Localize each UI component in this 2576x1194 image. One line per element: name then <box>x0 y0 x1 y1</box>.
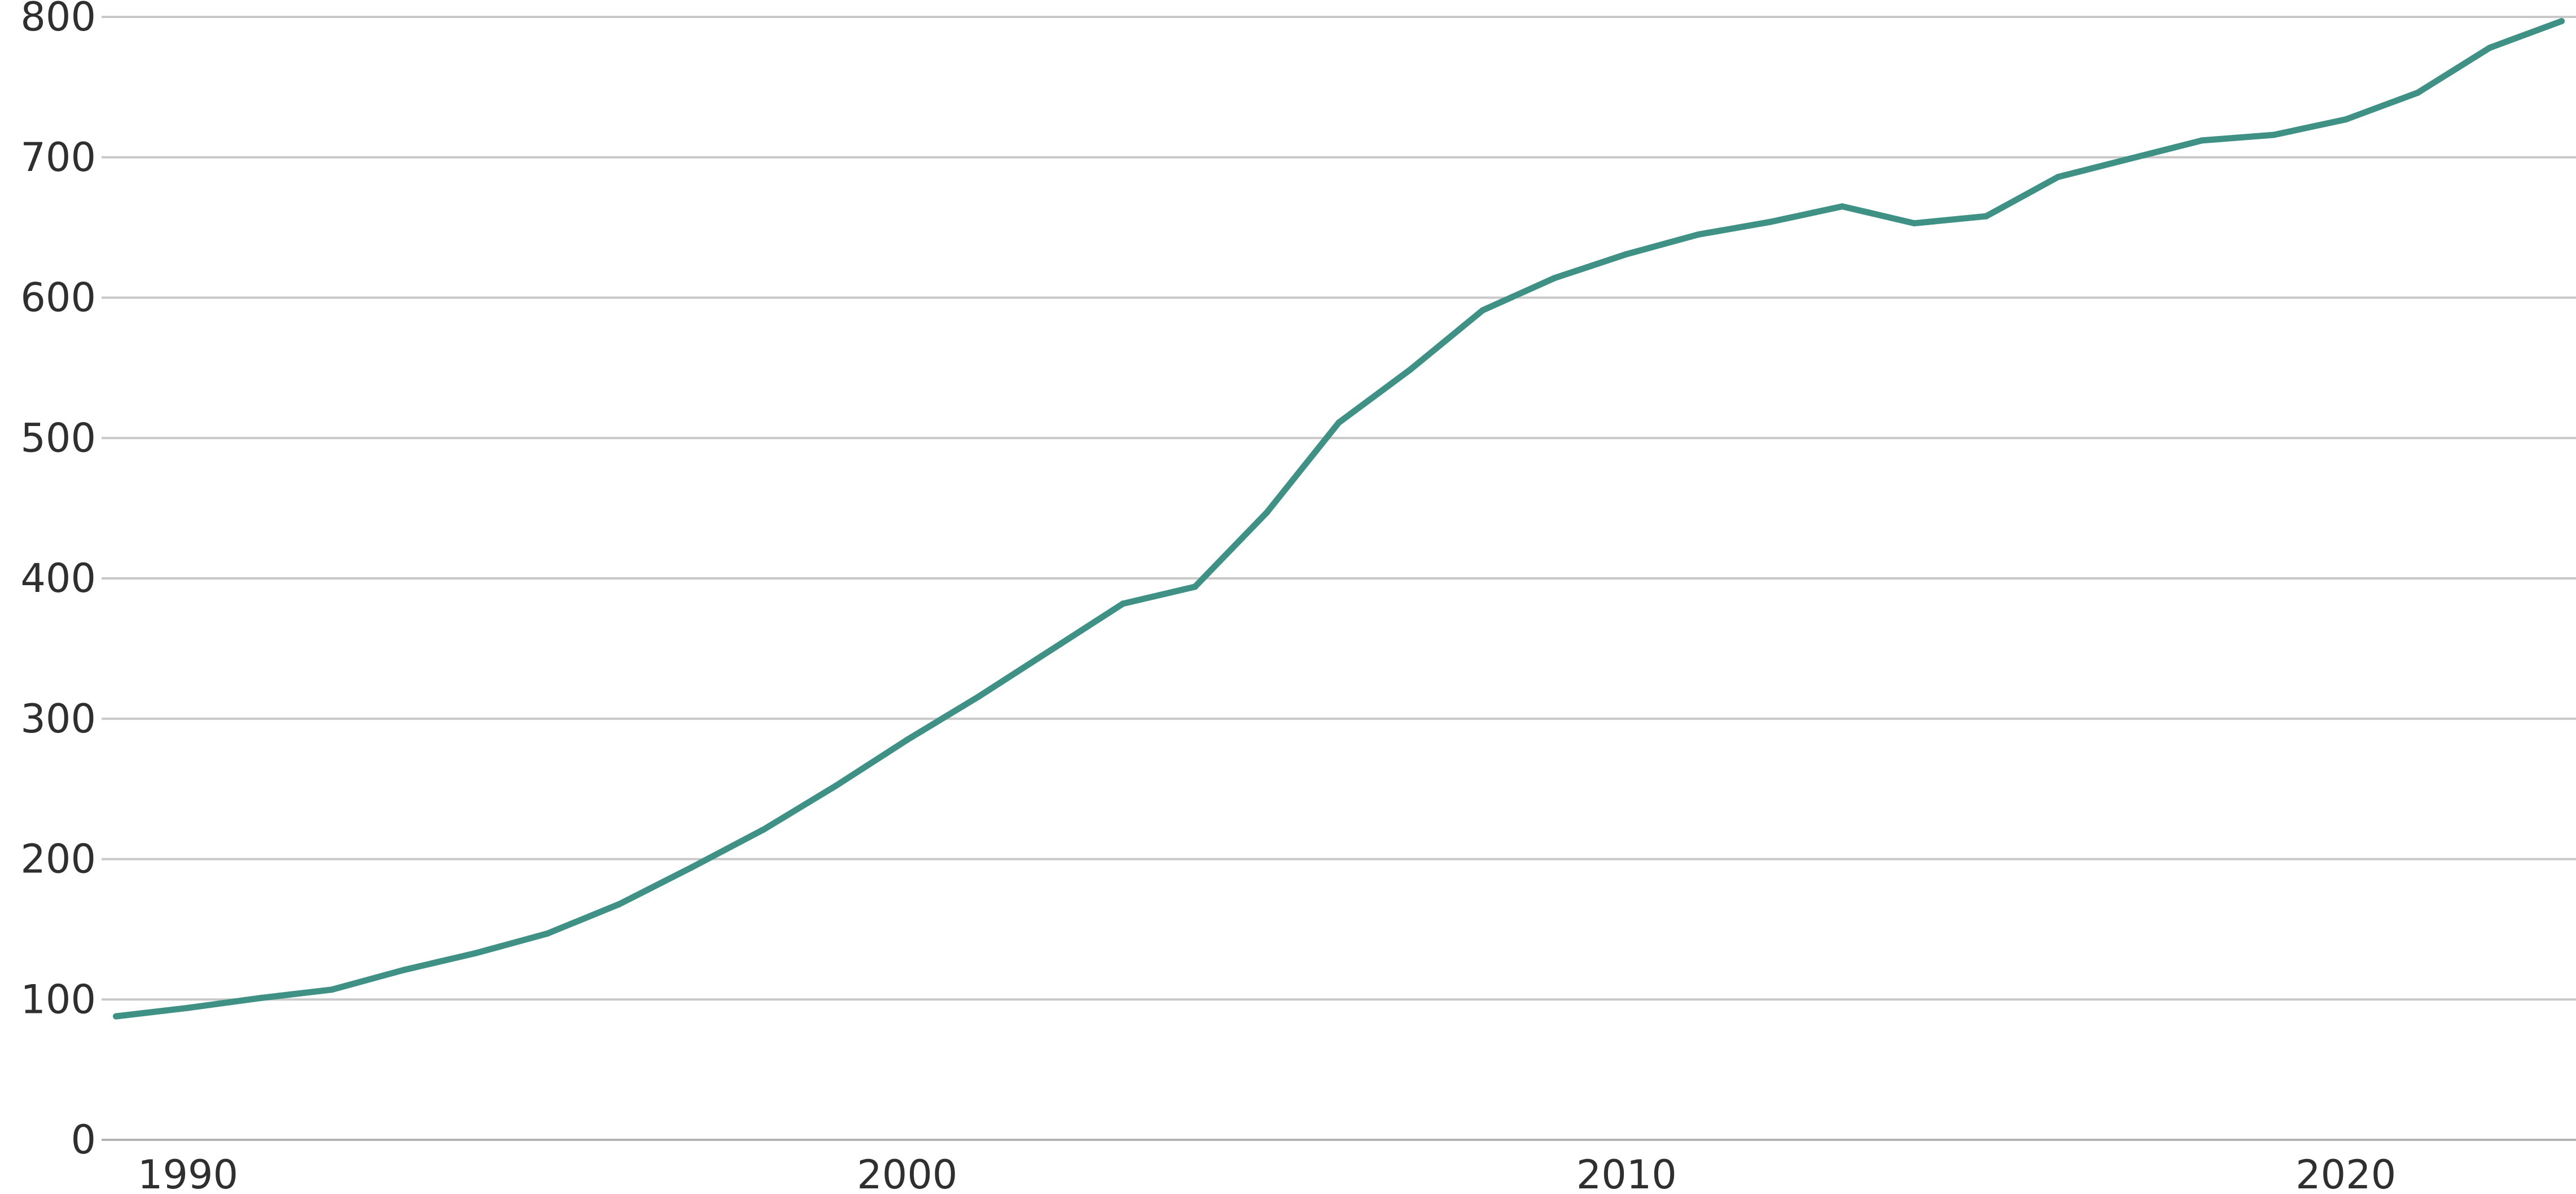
data-point <box>112 1013 119 1020</box>
data-point <box>1048 647 1054 653</box>
data-point <box>472 950 479 956</box>
data-point <box>1120 600 1127 607</box>
data-point <box>2198 137 2205 144</box>
x-axis-ticks: 1990 2000 2010 2020 <box>138 1152 2396 1194</box>
data-point <box>185 1004 191 1011</box>
y-tick-label: 700 <box>20 134 96 181</box>
x-tick-label: 2020 <box>2295 1152 2396 1194</box>
y-tick-label: 500 <box>20 415 96 461</box>
data-point <box>1264 509 1271 516</box>
y-tick-label: 300 <box>20 696 96 742</box>
series-line <box>113 18 2565 1020</box>
data-point <box>2054 174 2061 181</box>
y-tick-label: 100 <box>20 976 96 1022</box>
data-point <box>976 693 983 700</box>
data-point <box>760 826 766 833</box>
data-point <box>1335 419 1342 426</box>
data-point <box>544 930 551 937</box>
data-point <box>616 901 623 907</box>
x-tick-label: 2000 <box>857 1152 957 1194</box>
y-tick-label: 0 <box>71 1117 96 1163</box>
x-tick-label: 2010 <box>1576 1152 1677 1194</box>
y-tick-label: 200 <box>20 836 96 883</box>
data-point <box>2271 131 2277 138</box>
data-point <box>400 967 407 973</box>
data-point <box>1407 366 1414 372</box>
series-layer <box>112 17 2565 1020</box>
data-point <box>1767 218 1774 225</box>
data-point <box>2486 45 2493 51</box>
data-point <box>256 995 263 1002</box>
data-point <box>328 986 335 993</box>
data-point <box>2342 116 2349 123</box>
y-tick-label: 600 <box>20 275 96 321</box>
data-point <box>1191 583 1198 590</box>
data-point <box>1695 231 1702 238</box>
data-point <box>1983 213 1990 220</box>
x-tick-label: 1990 <box>138 1152 238 1194</box>
data-point <box>2559 17 2565 24</box>
y-tick-label: 800 <box>20 0 96 40</box>
data-point <box>1623 251 1630 257</box>
y-tick-label: 400 <box>20 555 96 602</box>
data-point <box>1839 203 1846 210</box>
data-point <box>832 783 839 789</box>
data-point <box>1479 307 1486 314</box>
y-axis-ticks: 0 100 200 300 400 500 600 700 800 <box>20 0 96 1163</box>
data-point <box>1551 275 1558 282</box>
data-point <box>1911 220 1918 227</box>
grid-layer <box>102 16 2576 1141</box>
data-point <box>904 736 910 743</box>
data-point <box>2415 89 2421 96</box>
data-point <box>2127 155 2133 162</box>
data-point <box>688 864 695 871</box>
